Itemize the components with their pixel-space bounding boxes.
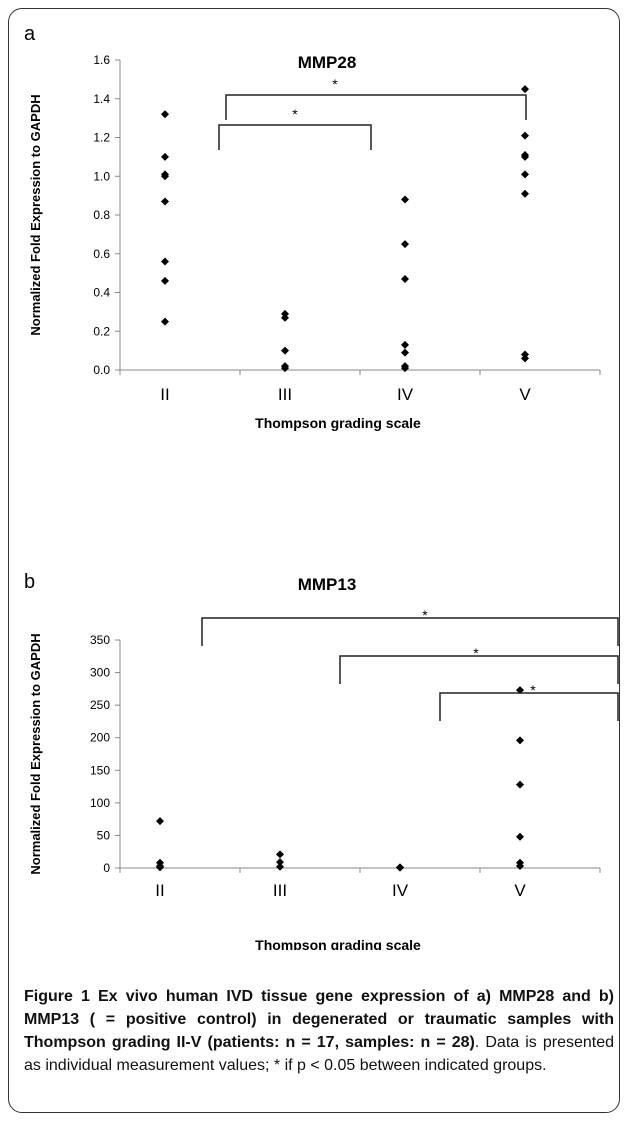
data-point: [521, 131, 529, 140]
y-axis-label: Normalized Fold Expression to GAPDH: [28, 633, 43, 874]
data-point: [276, 858, 284, 867]
data-point: [156, 817, 164, 826]
data-point: [401, 240, 409, 249]
data-point: [516, 736, 524, 745]
significance-bracket: [201, 617, 619, 646]
x-tick-label: IV: [397, 385, 414, 404]
data-point: [161, 152, 169, 161]
y-tick-label: 100: [90, 796, 110, 810]
x-tick-label: IV: [392, 881, 409, 900]
x-tick-label: V: [514, 881, 526, 900]
data-point: [161, 197, 169, 206]
data-point: [521, 189, 529, 198]
y-tick-label: 150: [90, 763, 110, 777]
y-tick-label: 1.2: [93, 131, 110, 145]
x-axis-label: Thompson grading scale: [255, 937, 421, 950]
significance-star: *: [332, 76, 338, 92]
data-point: [276, 862, 284, 871]
data-point: [401, 274, 409, 283]
data-point: [521, 354, 529, 363]
y-tick-label: 0.4: [93, 286, 110, 300]
data-point: [521, 152, 529, 161]
significance-bracket: [218, 124, 372, 150]
y-tick-label: 1.6: [93, 53, 110, 67]
chart-title: MMP13: [298, 575, 357, 594]
x-tick-label: II: [160, 385, 169, 404]
significance-bracket: [339, 655, 619, 684]
figure-frame: [8, 8, 620, 1113]
data-point: [161, 276, 169, 285]
y-tick-label: 200: [90, 731, 110, 745]
data-point: [161, 257, 169, 266]
data-point: [281, 313, 289, 322]
y-tick-label: 350: [90, 633, 110, 647]
caption-text: . Data is presented as individual measur…: [24, 1034, 615, 1074]
y-tick-label: 0.0: [93, 363, 110, 377]
x-tick-label: V: [519, 385, 531, 404]
significance-star: *: [530, 682, 536, 698]
significance-star: *: [422, 607, 428, 623]
x-axis-label: Thompson grading scale: [255, 415, 421, 431]
data-point: [161, 172, 169, 181]
y-tick-label: 250: [90, 698, 110, 712]
y-tick-label: 0.2: [93, 324, 110, 338]
significance-bracket: [225, 94, 527, 120]
data-point: [156, 863, 164, 872]
data-point: [401, 195, 409, 204]
data-point: [401, 340, 409, 349]
figure-caption: Figure 1 Ex vivo human IVD tissue gene e…: [24, 985, 614, 1077]
data-point: [521, 170, 529, 179]
significance-star: *: [473, 645, 479, 661]
panel-label: a: [24, 23, 36, 45]
data-point: [516, 780, 524, 789]
significance-bracket: [439, 692, 619, 721]
data-point: [161, 317, 169, 326]
data-point: [276, 850, 284, 859]
y-tick-label: 1.4: [93, 92, 110, 106]
data-point: [396, 863, 404, 872]
y-tick-label: 0.8: [93, 208, 110, 222]
panel-label: b: [24, 571, 35, 593]
x-tick-label: III: [273, 881, 287, 900]
data-point: [161, 110, 169, 119]
y-tick-label: 50: [97, 828, 111, 842]
data-point: [521, 85, 529, 94]
data-point: [401, 364, 409, 373]
x-tick-label: III: [278, 385, 292, 404]
data-point: [516, 832, 524, 841]
data-point: [281, 346, 289, 355]
y-tick-label: 1.0: [93, 169, 110, 183]
y-tick-label: 0.6: [93, 247, 110, 261]
significance-star: *: [292, 106, 298, 122]
caption-bold: Figure 1 Ex vivo human IVD tissue gene e…: [24, 988, 614, 1051]
data-point: [516, 686, 524, 695]
x-tick-label: II: [155, 881, 164, 900]
y-tick-label: 300: [90, 666, 110, 680]
y-axis-label: Normalized Fold Expression to GAPDH: [28, 94, 43, 335]
chart-title: MMP28: [298, 53, 357, 72]
data-point: [516, 862, 524, 871]
y-tick-label: 0: [103, 861, 110, 875]
data-point: [281, 364, 289, 373]
data-point: [401, 348, 409, 357]
